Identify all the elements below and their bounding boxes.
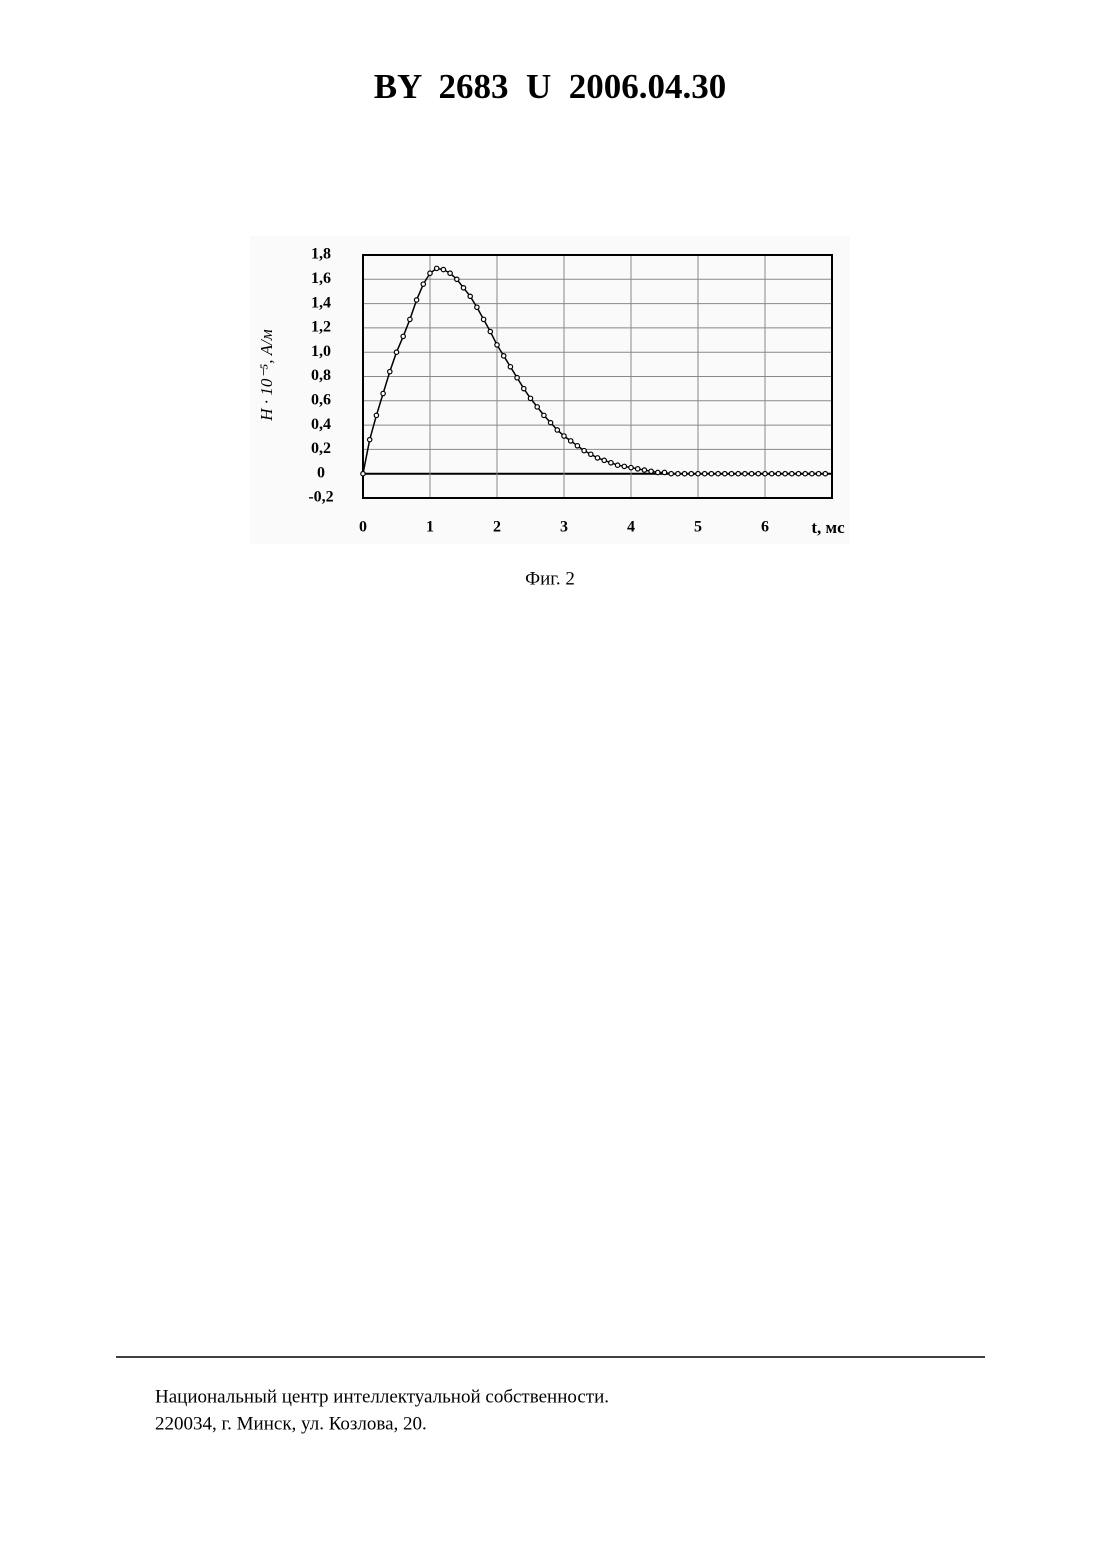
data-point: [669, 472, 673, 476]
y-tick-label: 0,8: [311, 367, 331, 384]
data-point: [649, 469, 653, 473]
data-point: [502, 354, 506, 358]
data-point: [441, 267, 445, 271]
document: BY 2683 U 2006.04.30 Фиг. 2 H · 10⁻⁵, А/…: [0, 0, 1100, 1556]
data-point: [696, 472, 700, 476]
data-point: [763, 472, 767, 476]
data-point: [803, 472, 807, 476]
page: BY 2683 U 2006.04.30 Фиг. 2 H · 10⁻⁵, А/…: [0, 0, 1100, 1556]
data-point: [388, 369, 392, 373]
data-point: [689, 472, 693, 476]
data-point: [743, 472, 747, 476]
data-point: [656, 470, 660, 474]
data-point: [716, 472, 720, 476]
x-tick-label: 4: [627, 519, 635, 536]
data-point: [455, 277, 459, 281]
data-point: [515, 376, 519, 380]
data-point: [810, 472, 814, 476]
data-point: [776, 472, 780, 476]
y-tick-label: 0: [317, 464, 325, 481]
y-tick-label: 0,2: [311, 440, 331, 457]
x-tick-label: 0: [359, 519, 367, 536]
data-point: [682, 472, 686, 476]
data-point: [629, 465, 633, 469]
data-point: [602, 458, 606, 462]
data-point: [408, 317, 412, 321]
data-point: [368, 437, 372, 441]
x-tick-label: 3: [560, 519, 568, 536]
data-point: [401, 334, 405, 338]
data-point: [676, 472, 680, 476]
data-point: [542, 413, 546, 417]
data-point: [495, 343, 499, 347]
data-point: [770, 472, 774, 476]
y-tick-label: 1,6: [311, 270, 331, 287]
x-tick-label: 2: [493, 519, 501, 536]
data-point: [642, 468, 646, 472]
data-point: [535, 405, 539, 409]
data-point: [736, 472, 740, 476]
y-tick-label: -0,2: [308, 489, 333, 506]
data-point: [488, 329, 492, 333]
data-point: [622, 464, 626, 468]
data-point: [595, 456, 599, 460]
data-point: [756, 472, 760, 476]
data-point: [555, 428, 559, 432]
data-point: [636, 467, 640, 471]
figure-caption: Фиг. 2: [525, 568, 575, 589]
data-point: [569, 439, 573, 443]
data-point: [582, 448, 586, 452]
data-point: [615, 463, 619, 467]
y-tick-label: 1,8: [311, 246, 331, 263]
y-tick-label: 0,4: [311, 416, 331, 433]
y-tick-label: 0,6: [311, 391, 331, 408]
y-axis-label: H · 10⁻⁵, А/м: [257, 329, 276, 422]
data-point: [790, 472, 794, 476]
data-point: [823, 472, 827, 476]
data-point: [421, 282, 425, 286]
data-point: [609, 461, 613, 465]
y-tick-label: 1,0: [311, 343, 331, 360]
data-point: [475, 305, 479, 309]
data-point: [528, 396, 532, 400]
data-point: [783, 472, 787, 476]
data-point: [428, 271, 432, 275]
data-point: [796, 472, 800, 476]
data-point: [723, 472, 727, 476]
data-point: [468, 294, 472, 298]
x-axis-label: t, мс: [811, 518, 845, 537]
data-point: [589, 452, 593, 456]
data-point: [361, 472, 365, 476]
x-tick-label: 1: [426, 519, 434, 536]
data-point: [709, 472, 713, 476]
footer-line: Национальный центр интеллектуальной собс…: [155, 1386, 609, 1407]
data-point: [481, 317, 485, 321]
data-point: [448, 271, 452, 275]
data-point: [816, 472, 820, 476]
y-tick-label: 1,4: [311, 294, 331, 311]
data-point: [394, 350, 398, 354]
header-title: BY 2683 U 2006.04.30: [374, 67, 727, 106]
data-point: [435, 266, 439, 270]
data-point: [662, 470, 666, 474]
x-tick-label: 5: [694, 519, 702, 536]
data-point: [548, 420, 552, 424]
data-point: [374, 413, 378, 417]
data-point: [381, 391, 385, 395]
data-point: [749, 472, 753, 476]
data-point: [575, 444, 579, 448]
data-point: [562, 434, 566, 438]
data-point: [414, 298, 418, 302]
footer-line: 220034, г. Минск, ул. Козлова, 20.: [155, 1413, 427, 1434]
data-point: [729, 472, 733, 476]
data-point: [461, 286, 465, 290]
x-tick-label: 6: [761, 519, 769, 536]
data-point: [508, 365, 512, 369]
data-point: [522, 386, 526, 390]
y-tick-label: 1,2: [311, 319, 331, 336]
data-point: [703, 472, 707, 476]
